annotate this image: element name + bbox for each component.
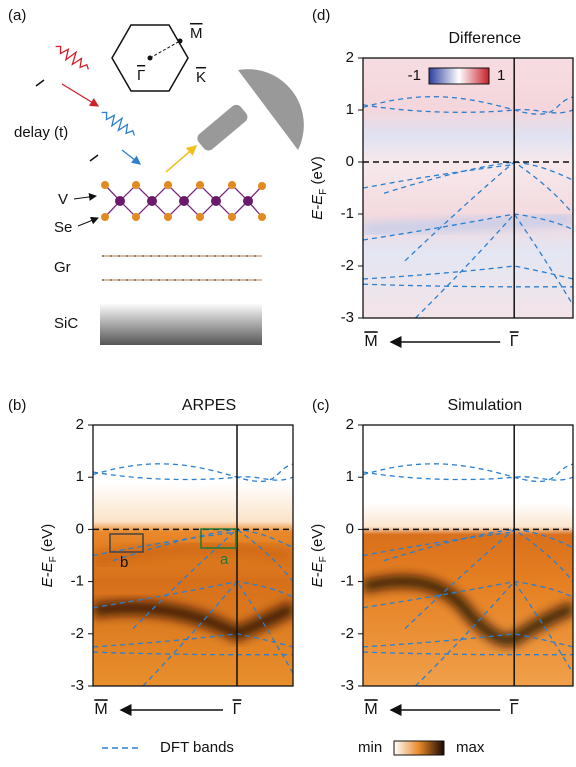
bz-label: M	[190, 25, 203, 42]
dft-band	[363, 213, 573, 241]
y-axis-label: E-EF (eV)	[309, 524, 329, 588]
dft-band	[142, 580, 293, 686]
legend-label: min	[358, 739, 382, 756]
dft-band	[363, 283, 573, 288]
layer-label: V	[58, 191, 68, 208]
y-tick-label: -1	[71, 573, 84, 590]
heatmap	[363, 425, 573, 686]
y-axis-label-part: E-E	[309, 561, 326, 587]
dft-band	[363, 651, 573, 656]
y-tick-label: -3	[341, 677, 354, 694]
roi-label: b	[120, 554, 128, 571]
y-tick-label: -3	[341, 309, 354, 326]
dft-band	[363, 96, 573, 115]
dft-band	[93, 463, 293, 483]
dft-band	[93, 651, 293, 656]
y-axis-label: E-EF (eV)	[39, 524, 59, 588]
plot-frame	[362, 57, 574, 319]
dft-band	[93, 633, 293, 648]
x-axis-label: Γ	[510, 333, 519, 350]
roi-box	[200, 528, 237, 549]
intensity-feature	[93, 540, 293, 569]
heatmap-bg	[363, 58, 573, 318]
crystal	[100, 181, 266, 345]
y-tick-label: -2	[341, 257, 354, 274]
dft-band	[363, 463, 573, 483]
y-tick-label: 1	[346, 101, 354, 118]
colorbar-label: 1	[497, 67, 505, 84]
y-axis-label: E-EF (eV)	[309, 156, 329, 220]
dft-band	[93, 580, 293, 609]
y-tick-label: 1	[76, 468, 84, 485]
y-tick-label: 2	[76, 416, 84, 433]
delay-label: delay (t)	[14, 124, 68, 141]
layer-label: Se	[54, 219, 72, 236]
plot-title: ARPES	[182, 397, 236, 414]
x-axis-label: M	[364, 701, 377, 718]
plot-title: Difference	[448, 30, 521, 47]
legend-label: max	[456, 739, 485, 756]
dft-band	[404, 528, 573, 630]
intensity-feature	[363, 575, 573, 647]
panel-label: (b)	[8, 397, 26, 414]
legend-label: DFT bands	[160, 739, 234, 756]
y-axis-label-part: F	[48, 556, 59, 562]
panel-label: (a)	[8, 7, 26, 24]
y-tick-label: -3	[71, 677, 84, 694]
panel-label: (c)	[312, 397, 330, 414]
y-tick-label: 2	[346, 49, 354, 66]
dft-band	[363, 580, 573, 609]
heatmap	[363, 58, 573, 318]
y-axis-label-part: E-E	[309, 194, 326, 220]
dft-band	[404, 161, 573, 262]
y-tick-label: -1	[341, 573, 354, 590]
y-axis-label-part: (eV)	[309, 524, 326, 557]
dft-band	[112, 528, 293, 562]
x-axis-label: M	[364, 333, 377, 350]
roi-box	[109, 533, 144, 553]
dft-band	[363, 471, 573, 481]
intensity-feature	[363, 213, 573, 236]
y-tick-label: 0	[76, 520, 84, 537]
heatmap-bg	[363, 425, 573, 686]
panel-label: (d)	[312, 7, 330, 24]
y-tick-label: -1	[341, 205, 354, 222]
y-axis-label-part: F	[318, 189, 329, 195]
plot-frame	[362, 424, 574, 687]
bz-label: Γ	[137, 67, 145, 84]
x-axis-label: M	[94, 701, 107, 718]
dft-band	[363, 265, 573, 280]
y-tick-label: 1	[346, 468, 354, 485]
dft-band	[363, 104, 573, 114]
colorbar-label: -1	[408, 67, 421, 84]
y-tick-label: 2	[346, 416, 354, 433]
dft-band	[132, 528, 293, 630]
y-axis-label-part: F	[318, 556, 329, 562]
y-tick-label: -2	[341, 625, 354, 642]
roi-label: a	[220, 551, 229, 568]
y-axis-label-part: (eV)	[39, 524, 56, 557]
plot-title: Simulation	[447, 397, 522, 414]
bz-label: K	[196, 69, 206, 86]
dft-band	[363, 531, 515, 557]
colorbar	[428, 67, 490, 85]
layer-label: SiC	[54, 315, 78, 332]
legend-colorbar	[393, 740, 445, 756]
heatmap	[93, 425, 293, 686]
x-axis-label: Γ	[233, 701, 242, 718]
y-tick-label: 0	[346, 153, 354, 170]
dft-band	[383, 528, 573, 562]
y-tick-label: -2	[71, 625, 84, 642]
dft-band	[363, 163, 515, 189]
intensity-feature	[93, 600, 293, 642]
y-axis-label-part: (eV)	[309, 156, 326, 189]
y-axis-label-part: E-E	[39, 561, 56, 587]
y-tick-label: 0	[346, 520, 354, 537]
x-axis-label: Γ	[510, 701, 519, 718]
schematic: M Γ K delay (t) V Se Gr SiC	[14, 24, 304, 345]
dft-band	[363, 633, 573, 648]
plot-frame	[92, 424, 294, 687]
layer-label: Gr	[54, 259, 71, 276]
